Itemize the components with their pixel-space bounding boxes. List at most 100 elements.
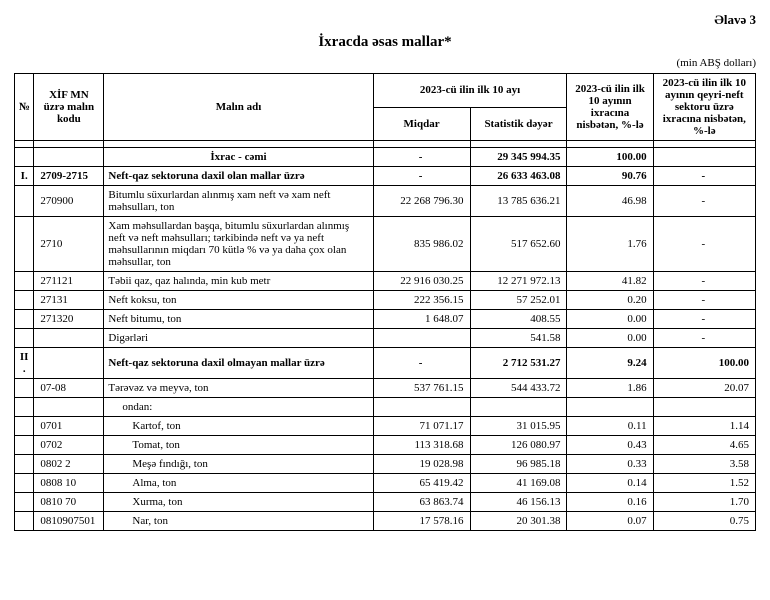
cell-qty: 19 028.98 xyxy=(373,455,470,474)
cell-qty xyxy=(373,329,470,348)
cell-pct1: 0.14 xyxy=(567,474,653,493)
cell-pct2: 1.14 xyxy=(653,417,755,436)
cell-code: 2710 xyxy=(34,217,104,272)
cell-val xyxy=(470,398,567,417)
cell-name: Tərəvəz və meyvə, ton xyxy=(104,379,373,398)
cell-val: 29 345 994.35 xyxy=(470,148,567,167)
cell-qty: - xyxy=(373,348,470,379)
cell-code xyxy=(34,398,104,417)
cell-code: 271121 xyxy=(34,272,104,291)
cell-code: 0808 10 xyxy=(34,474,104,493)
cell-val: 541.58 xyxy=(470,329,567,348)
cell-qty: - xyxy=(373,148,470,167)
cell-pct2: - xyxy=(653,329,755,348)
cell-num: II. xyxy=(15,348,34,379)
cell-name: Xam məhsullardan başqa, bitumlu süxurlar… xyxy=(104,217,373,272)
cell-pct2: 1.70 xyxy=(653,493,755,512)
cell-qty: 537 761.15 xyxy=(373,379,470,398)
cell-code: 270900 xyxy=(34,186,104,217)
cell-name: Bitumlu süxurlardan alınmış xam neft və … xyxy=(104,186,373,217)
table-row: 271320Neft bitumu, ton1 648.07408.550.00… xyxy=(15,310,756,329)
th-period: 2023-cü ilin ilk 10 ayı xyxy=(373,74,567,108)
cell-val: 126 080.97 xyxy=(470,436,567,455)
th-qty: Miqdar xyxy=(373,107,470,141)
cell-qty: 1 648.07 xyxy=(373,310,470,329)
cell-num xyxy=(15,272,34,291)
cell-code: 0802 2 xyxy=(34,455,104,474)
table-row: I.2709-2715Neft-qaz sektoruna daxil olan… xyxy=(15,167,756,186)
cell-val: 20 301.38 xyxy=(470,512,567,531)
cell-pct2: 3.58 xyxy=(653,455,755,474)
cell-pct2: 0.75 xyxy=(653,512,755,531)
cell-code: 27131 xyxy=(34,291,104,310)
cell-pct1: 9.24 xyxy=(567,348,653,379)
cell-pct1: 0.43 xyxy=(567,436,653,455)
spacer-row xyxy=(15,141,756,148)
cell-pct2: - xyxy=(653,310,755,329)
cell-pct1: 90.76 xyxy=(567,167,653,186)
cell-code: 07-08 xyxy=(34,379,104,398)
cell-pct1: 0.00 xyxy=(567,329,653,348)
cell-pct2: - xyxy=(653,291,755,310)
cell-pct1: 0.20 xyxy=(567,291,653,310)
cell-code: 0702 xyxy=(34,436,104,455)
cell-val: 46 156.13 xyxy=(470,493,567,512)
cell-qty: 17 578.16 xyxy=(373,512,470,531)
cell-name: İxrac - cəmi xyxy=(104,148,373,167)
table-header: № XİF MN üzrə malın kodu Malın adı 2023-… xyxy=(15,74,756,141)
cell-name: Neft-qaz sektoruna daxil olmayan mallar … xyxy=(104,348,373,379)
table-row: 0701Kartof, ton71 071.1731 015.950.111.1… xyxy=(15,417,756,436)
cell-num xyxy=(15,436,34,455)
cell-qty: 835 986.02 xyxy=(373,217,470,272)
cell-qty: 222 356.15 xyxy=(373,291,470,310)
cell-qty: 65 419.42 xyxy=(373,474,470,493)
cell-pct1: 100.00 xyxy=(567,148,653,167)
cell-num xyxy=(15,512,34,531)
cell-pct2 xyxy=(653,148,755,167)
cell-pct1: 1.86 xyxy=(567,379,653,398)
cell-val: 517 652.60 xyxy=(470,217,567,272)
cell-code: 2709-2715 xyxy=(34,167,104,186)
table-row: 2710Xam məhsullardan başqa, bitumlu süxu… xyxy=(15,217,756,272)
cell-num xyxy=(15,379,34,398)
th-pct1: 2023-cü ilin ilk 10 ayının ixracına nisb… xyxy=(567,74,653,141)
cell-val: 13 785 636.21 xyxy=(470,186,567,217)
cell-name: Meşə fındığı, ton xyxy=(104,455,373,474)
cell-code: 0701 xyxy=(34,417,104,436)
cell-val: 544 433.72 xyxy=(470,379,567,398)
cell-name: Təbii qaz, qaz halında, min kub metr xyxy=(104,272,373,291)
cell-name: ondan: xyxy=(104,398,373,417)
cell-name: Kartof, ton xyxy=(104,417,373,436)
th-name: Malın adı xyxy=(104,74,373,141)
table-row: 271121Təbii qaz, qaz halında, min kub me… xyxy=(15,272,756,291)
table-row: ondan: xyxy=(15,398,756,417)
cell-qty: - xyxy=(373,167,470,186)
cell-val: 31 015.95 xyxy=(470,417,567,436)
table-row: İxrac - cəmi-29 345 994.35100.00 xyxy=(15,148,756,167)
table-row: 0810907501Nar, ton17 578.1620 301.380.07… xyxy=(15,512,756,531)
cell-pct2: 20.07 xyxy=(653,379,755,398)
cell-pct1: 0.16 xyxy=(567,493,653,512)
th-num: № xyxy=(15,74,34,141)
cell-num xyxy=(15,217,34,272)
cell-name: Tomat, ton xyxy=(104,436,373,455)
cell-num xyxy=(15,398,34,417)
cell-pct2: 4.65 xyxy=(653,436,755,455)
cell-qty: 71 071.17 xyxy=(373,417,470,436)
cell-qty: 22 916 030.25 xyxy=(373,272,470,291)
table-row: Digərləri541.580.00- xyxy=(15,329,756,348)
cell-num xyxy=(15,148,34,167)
cell-pct1: 1.76 xyxy=(567,217,653,272)
cell-name: Xurma, ton xyxy=(104,493,373,512)
cell-qty: 63 863.74 xyxy=(373,493,470,512)
page-title: İxracda əsas mallar* xyxy=(14,34,756,51)
cell-qty xyxy=(373,398,470,417)
cell-num: I. xyxy=(15,167,34,186)
cell-pct2: - xyxy=(653,167,755,186)
cell-num xyxy=(15,291,34,310)
cell-num xyxy=(15,310,34,329)
cell-num xyxy=(15,186,34,217)
cell-name: Nar, ton xyxy=(104,512,373,531)
cell-num xyxy=(15,329,34,348)
appendix-label: Əlavə 3 xyxy=(14,12,756,28)
